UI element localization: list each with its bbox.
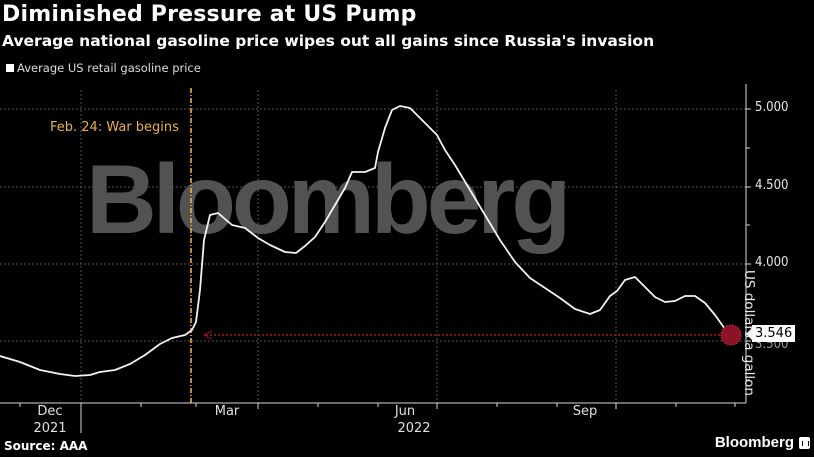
- xtick-year-2022: 2022: [397, 421, 431, 436]
- last-value-callout: 3.546: [745, 325, 796, 342]
- bloomberg-logo: Bloomberg: [714, 434, 794, 451]
- legend: Average US retail gasoline price: [6, 61, 201, 75]
- bloomberg-chart-icon: [799, 437, 810, 449]
- vertical-gridlines: [80, 90, 617, 403]
- ytick-4500: 4.500: [755, 178, 789, 193]
- bloomberg-watermark: Bloomberg: [86, 144, 571, 254]
- chart-subtitle: Average national gasoline price wipes ou…: [2, 32, 655, 50]
- ytick-5000: 5.000: [755, 100, 789, 115]
- price-line: [0, 105, 732, 377]
- xtick-sep: Sep: [572, 404, 598, 419]
- last-value-marker: [720, 324, 742, 346]
- legend-label: Average US retail gasoline price: [17, 61, 201, 75]
- xtick-year-2021: 2021: [33, 421, 67, 436]
- source-note: Source: AAA: [4, 439, 88, 453]
- xtick-dec: Dec: [37, 404, 63, 419]
- xtick-jun: Jun: [394, 404, 416, 419]
- y-axis-label: US dollars a gallon: [741, 270, 757, 396]
- chart-title: Diminished Pressure at US Pump: [2, 2, 417, 27]
- axes: [0, 84, 751, 433]
- ytick-4000: 4.000: [755, 255, 789, 270]
- xtick-mar: Mar: [214, 404, 240, 419]
- horizontal-gridlines: [0, 108, 746, 342]
- legend-swatch-icon: [6, 64, 14, 72]
- war-begins-annotation: Feb. 24: War begins: [50, 120, 179, 135]
